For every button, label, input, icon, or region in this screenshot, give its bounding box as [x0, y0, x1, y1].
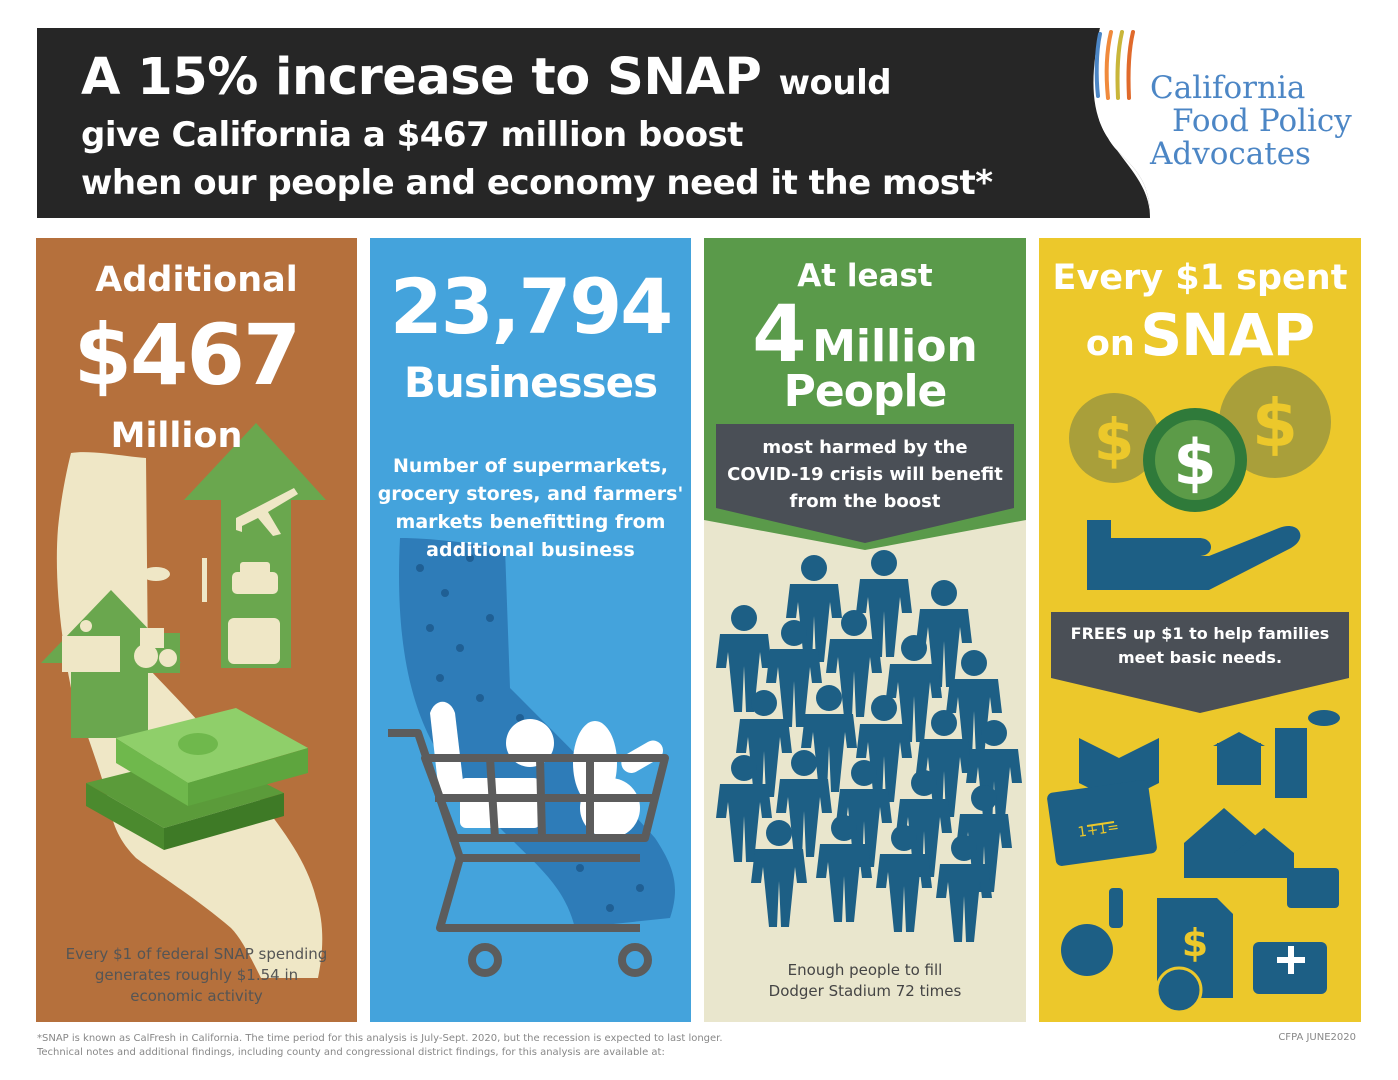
panel2-label: Businesses — [403, 358, 658, 407]
seal-icon — [1155, 966, 1203, 1014]
person-icon — [786, 555, 842, 662]
panel-spending: $ $ $ 1+1= $ Every $1 spent — [1039, 238, 1361, 1022]
headline: A 15% increase to SNAP would give Califo… — [81, 50, 993, 207]
person-icon — [956, 785, 1012, 892]
panel3-banner: most harmed by the COVID-19 crisis will … — [727, 437, 1003, 512]
coins-icon: $ $ $ — [1069, 366, 1331, 512]
person-icon — [816, 815, 872, 922]
logo-line2: Food Policy — [1172, 103, 1352, 139]
svg-text:$: $ — [1182, 921, 1208, 965]
svg-text:$: $ — [1173, 426, 1216, 499]
panel1-footer: Every $1 of federal SNAP spending genera… — [65, 945, 328, 1005]
panel-people: At least 4 Million People most harmed by… — [704, 238, 1026, 1022]
credit: CFPA JUNE2020 — [1278, 1032, 1356, 1043]
headline-big: A 15% increase to SNAP — [81, 48, 762, 107]
panel4-label-snap: SNAP — [1140, 301, 1315, 369]
logo-text: California Food Policy Advocates — [1150, 72, 1352, 171]
panel4-label-on: on — [1085, 324, 1135, 364]
headline-line3: when our people and economy need it the … — [81, 163, 993, 203]
cloud-icon — [1308, 710, 1340, 726]
california-map-icon — [56, 452, 323, 978]
person-icon — [776, 750, 832, 857]
baby-bottle-icon — [1109, 888, 1123, 928]
hand-icon — [1087, 520, 1301, 590]
growth-arrow-icon — [184, 423, 326, 668]
person-icon — [936, 835, 992, 942]
svg-text:$: $ — [1252, 385, 1298, 462]
stroller-icon — [1061, 924, 1113, 976]
skyscraper-icon — [1275, 728, 1307, 798]
headline-line2: give California a $467 million boost — [81, 115, 744, 155]
panel3-label-top: At least — [797, 258, 933, 294]
money-stack-icon — [86, 708, 308, 850]
panel1-value: $467 — [73, 306, 302, 404]
panel4-label-top: Every $1 spent — [1052, 258, 1348, 298]
person-icon — [766, 620, 822, 727]
person-icon — [826, 610, 882, 717]
cart-illustration — [388, 538, 675, 977]
panel2-value: 23,794 — [389, 262, 673, 351]
panel4-snap-row: on SNAP — [1039, 300, 1361, 370]
panel4-banner: FREES up $1 to help families meet basic … — [1070, 624, 1330, 667]
person-icon — [716, 605, 772, 712]
svg-text:$: $ — [1094, 406, 1134, 474]
panel-economic-boost: Additional $467 Million Every $1 of fede… — [36, 238, 357, 1022]
logo-line3: Advocates — [1150, 136, 1311, 172]
headline-small: would — [778, 63, 892, 103]
crowd-icon — [716, 550, 1022, 942]
bus-icon — [228, 618, 280, 664]
person-icon — [716, 755, 772, 862]
prescription-icon — [1287, 868, 1339, 908]
person-icon — [896, 770, 952, 877]
spending-banner — [1051, 612, 1349, 713]
panel3-footer: Enough people to fill Dodger Stadium 72 … — [768, 961, 962, 1000]
person-icon — [836, 760, 892, 867]
car-icon — [232, 572, 278, 594]
chalk-text: 1+1= — [1077, 819, 1120, 841]
panel1-label-top: Additional — [95, 260, 298, 300]
person-icon — [751, 820, 807, 927]
factory-icon — [62, 636, 120, 672]
airplane-icon — [236, 488, 298, 536]
person-icon — [966, 720, 1022, 827]
apartment-icon — [1217, 743, 1261, 785]
logo-line1: California — [1150, 70, 1306, 106]
logo-arc-icon — [1060, 28, 1150, 218]
spending-illustration: $ $ $ 1+1= $ — [1047, 366, 1349, 1014]
crop-icon — [142, 567, 170, 581]
person-icon — [856, 695, 912, 802]
person-icon — [876, 825, 932, 932]
panel2-description: Number of supermarkets, grocery stores, … — [377, 455, 684, 561]
panel3-value: 4 — [752, 290, 807, 380]
california-economy-illustration — [41, 423, 326, 978]
person-icon — [946, 650, 1002, 757]
tractor-icon — [140, 628, 164, 648]
panel3-value-row: 4 Million — [704, 290, 1026, 380]
shopping-cart-icon — [388, 729, 669, 932]
person-icon — [886, 635, 942, 742]
panel1-label-bottom: Million — [110, 416, 243, 456]
panel-businesses: 23,794 Businesses Number of supermarkets… — [370, 238, 691, 1022]
panel3-value-unit: Million — [812, 321, 978, 372]
header-banner: A 15% increase to SNAP would give Califo… — [37, 28, 1099, 218]
people-banner — [716, 424, 1014, 543]
person-icon — [856, 550, 912, 657]
person-icon — [916, 710, 972, 817]
person-icon — [916, 580, 972, 687]
basic-needs-icons — [1047, 710, 1340, 998]
person-icon — [801, 685, 857, 792]
footnote: *SNAP is known as CalFresh in California… — [37, 1033, 723, 1058]
people-illustration — [704, 238, 1026, 942]
panel3-label: People — [783, 366, 948, 417]
person-icon — [736, 690, 792, 797]
